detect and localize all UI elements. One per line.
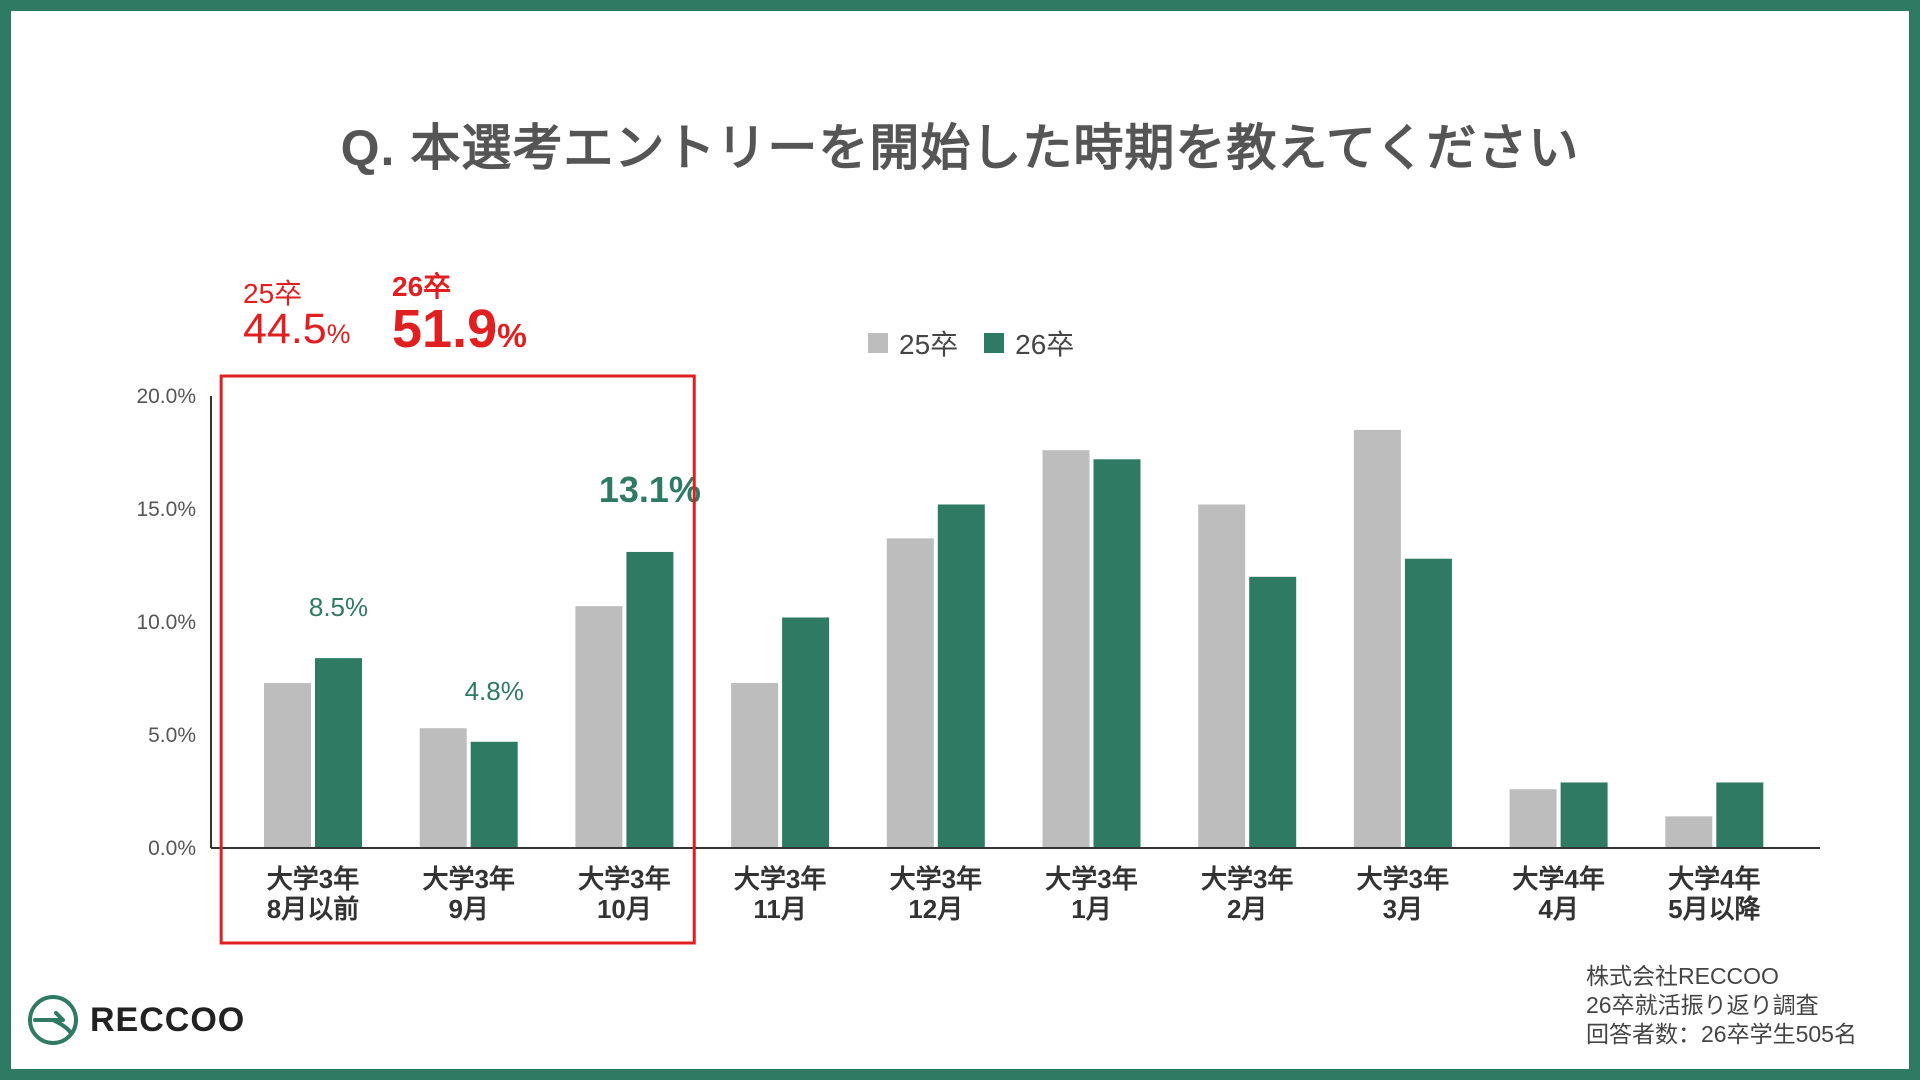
source-line-respondents: 回答者数：26卒学生505名 (1586, 1021, 1857, 1047)
y-tick-label: 5.0% (148, 724, 196, 747)
bar-25卒-5 (1042, 450, 1090, 848)
chart-legend: 25卒 26卒 (868, 326, 1074, 360)
bar-25卒-4 (886, 538, 934, 848)
x-tick-label: 大学3年 (1201, 864, 1293, 894)
x-tick-label: 5月以降 (1668, 894, 1761, 924)
y-tick-label: 20.0% (136, 385, 196, 408)
data-label: 4.8% (465, 676, 524, 706)
source-note: 株式会社RECCOO 26卒就活振り返り調査 回答者数：26卒学生505名 (1586, 962, 1857, 1049)
legend-label-26: 26卒 (1015, 329, 1075, 360)
legend-label-25: 25卒 (899, 329, 959, 360)
bar-26卒-6 (1249, 576, 1297, 848)
bar-26卒-8 (1560, 782, 1608, 848)
x-tick-label: 大学3年 (890, 864, 982, 894)
highlight-25-value: 44.5% (243, 305, 350, 354)
highlight-box (219, 374, 696, 945)
legend-item-26: 26卒 (984, 323, 1074, 363)
x-tick-label: 12月 (908, 894, 963, 924)
bar-26卒-5 (1093, 459, 1141, 848)
chart-title: Q. 本選考エントリーを開始した時期を教えてください (340, 120, 1580, 176)
x-tick-label: 3月 (1383, 894, 1423, 924)
bar-25卒-9 (1665, 816, 1713, 848)
x-tick-label: 大学3年 (578, 864, 670, 894)
x-tick-label: 4月 (1538, 894, 1578, 924)
x-tick-label: 2月 (1227, 894, 1267, 924)
bar-25卒-1 (419, 728, 467, 848)
highlight-26-value: 51.9% (392, 298, 527, 360)
bar-26卒-9 (1716, 782, 1764, 848)
bar-25卒-0 (264, 683, 311, 848)
reccoo-logo-icon (28, 995, 78, 1045)
x-tick-label: 9月 (448, 894, 488, 924)
y-tick-label: 0.0% (148, 837, 196, 860)
x-tick-label: 11月 (753, 894, 807, 924)
logo-wordmark: RECCOO (90, 1000, 246, 1039)
legend-item-25: 25卒 (868, 323, 958, 363)
x-tick-label: 8月以前 (267, 894, 359, 924)
data-label: 8.5% (309, 592, 368, 622)
bar-26卒-7 (1404, 558, 1452, 848)
x-tick-label: 大学3年 (267, 864, 359, 894)
bar-25卒-7 (1353, 429, 1401, 848)
company-logo: RECCOO (26, 993, 245, 1047)
bar-26卒-4 (937, 504, 985, 848)
highlight-25-percent: % (326, 319, 351, 349)
bar-25卒-8 (1509, 789, 1557, 848)
source-line-survey: 26卒就活振り返り調査 (1586, 992, 1819, 1018)
x-tick-label: 大学3年 (1045, 864, 1137, 894)
x-tick-label: 1月 (1071, 894, 1111, 924)
highlight-26-label: 26卒 (392, 271, 452, 302)
bar-26卒-1 (470, 741, 518, 848)
x-tick-label: 10月 (597, 894, 652, 924)
bar-26卒-3 (782, 617, 830, 848)
bar-26卒-2 (626, 551, 674, 848)
bar-25卒-3 (731, 683, 779, 848)
highlight-25-number: 44.5 (243, 305, 327, 353)
x-tick-label: 大学4年 (1668, 864, 1760, 894)
y-tick-label: 15.0% (136, 498, 196, 521)
y-tick-label: 10.0% (136, 611, 196, 634)
highlight-26-percent: % (497, 318, 527, 355)
highlight-26-number: 51.9 (392, 299, 498, 359)
bar-26卒-0 (315, 658, 362, 848)
x-tick-label: 大学4年 (1512, 864, 1604, 894)
data-label: 13.1% (599, 469, 701, 510)
highlight-25-label: 25卒 (243, 278, 303, 309)
bar-25卒-6 (1198, 504, 1246, 848)
x-tick-label: 大学3年 (1357, 864, 1449, 894)
source-line-company: 株式会社RECCOO (1586, 963, 1779, 989)
legend-swatch-25 (868, 333, 888, 353)
x-tick-label: 大学3年 (422, 864, 514, 894)
x-tick-label: 大学3年 (734, 864, 826, 894)
legend-swatch-26 (984, 333, 1005, 353)
bar-25卒-2 (575, 606, 623, 848)
